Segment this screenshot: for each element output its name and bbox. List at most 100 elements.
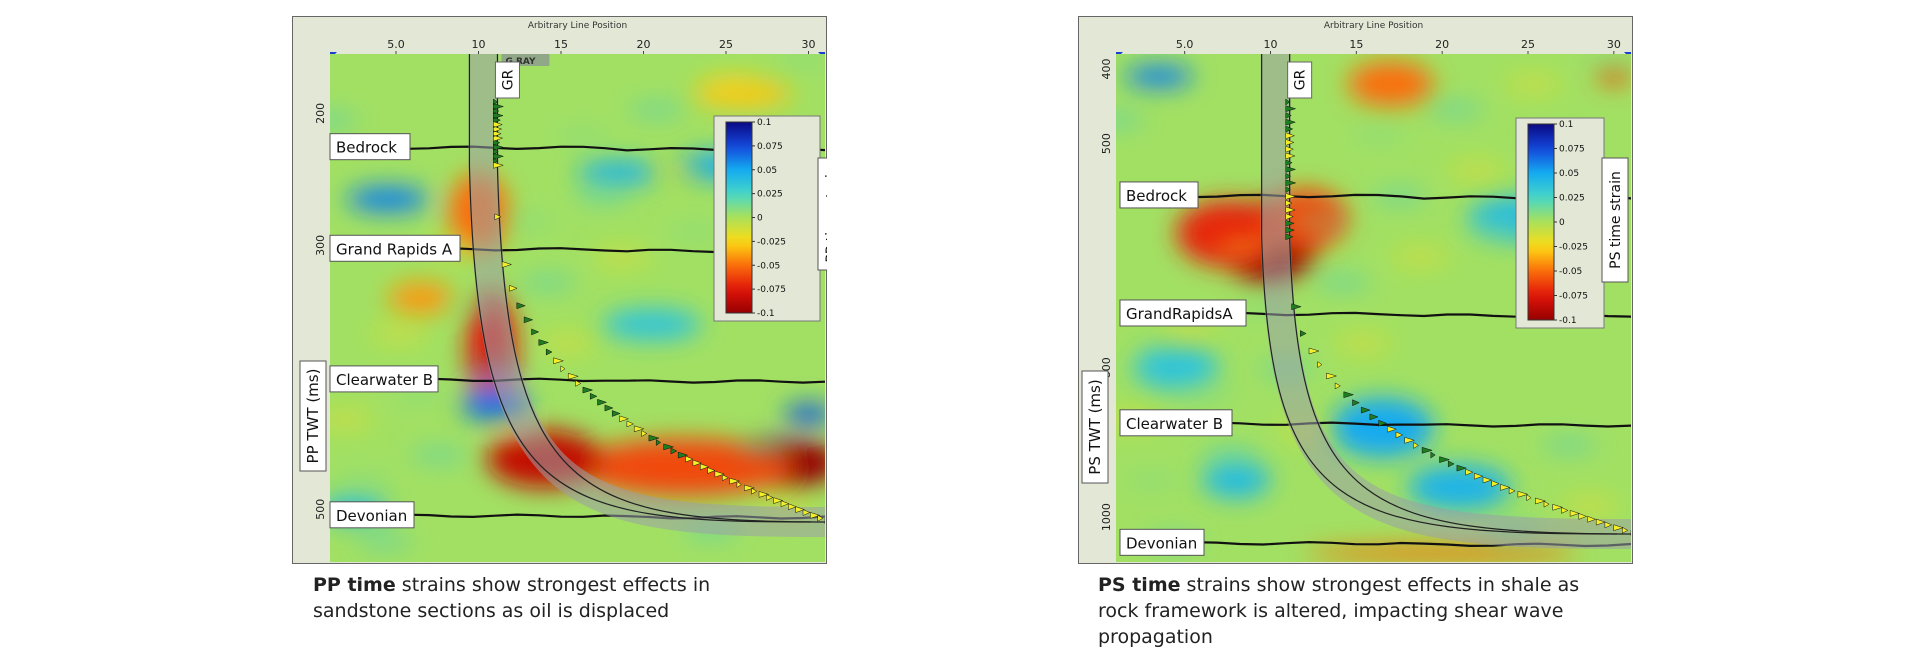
pp-texture-blob xyxy=(737,438,794,453)
ps-texture-blob xyxy=(1427,102,1484,117)
ps-texture-blob xyxy=(1201,448,1258,463)
ps-texture-blob xyxy=(1294,214,1350,229)
pp-x-tick-label: 10 xyxy=(472,38,486,51)
ps-x-tick-label: 20 xyxy=(1435,38,1449,51)
pp-ylabel-box xyxy=(299,360,327,472)
ps-colorbar-gradient xyxy=(1527,123,1555,321)
ps-gr-log-shale xyxy=(1285,98,1468,472)
pp-texture-blob xyxy=(702,77,759,92)
pp-texture-blob xyxy=(668,224,725,239)
pp-texture-blob xyxy=(500,214,556,229)
pp-texture-blob xyxy=(777,54,825,67)
ps-anomaly xyxy=(1330,397,1434,458)
pp-texture-blob xyxy=(330,113,358,128)
ps-colorbar-label: PS time strain xyxy=(1608,171,1624,269)
ps-texture-blob xyxy=(1350,128,1407,143)
ps-texture-blob xyxy=(1561,499,1618,514)
ps-anomaly xyxy=(1124,65,1194,88)
ps-colorbar-tick-label: 0 xyxy=(1559,218,1565,228)
ps-y-tick-label: 400 xyxy=(1100,58,1113,79)
pp-caption-bold: PP time xyxy=(313,574,396,596)
pp-strain-chart: Arbitrary Line Position 5.0 10 15 20 25 30 G RA… xyxy=(292,16,827,564)
pp-horizon-label: Clearwater B xyxy=(336,371,433,389)
ps-texture-blob xyxy=(1160,326,1217,341)
ps-colorbar-tick-label: 0.025 xyxy=(1559,194,1585,204)
ps-x-tick-label: 15 xyxy=(1349,38,1363,51)
pp-anomaly xyxy=(387,282,454,314)
pp-texture-blob xyxy=(539,336,596,351)
pp-colorbar-tick-label: 0.05 xyxy=(757,166,777,176)
ps-x-tick-label: 10 xyxy=(1264,38,1278,51)
pp-y-tick-label: 500 xyxy=(314,499,327,520)
ps-colorbar-tick-label: 0.05 xyxy=(1559,169,1579,179)
pp-anomaly xyxy=(577,160,660,185)
ps-texture-blob xyxy=(1335,336,1392,351)
ps-strain-chart: Arbitrary Line Position 5.0 10 15 20 25 30 GR Be… xyxy=(1078,16,1633,564)
ps-gr-label-box xyxy=(1287,61,1313,99)
pp-x-tick-label: 25 xyxy=(719,38,733,51)
pp-colorbar-tick-label: -0.1 xyxy=(757,309,775,319)
pp-y-tick-label: 300 xyxy=(314,235,327,256)
pp-horizon-label-box xyxy=(329,365,439,393)
ps-colorbar-tick-label: -0.025 xyxy=(1559,243,1588,253)
pp-texture-blob xyxy=(648,163,705,178)
ps-horizon-label-box xyxy=(1119,181,1199,209)
ps-texture-blob xyxy=(1180,387,1237,402)
pp-colorbar-tick-label: -0.05 xyxy=(757,261,780,271)
ps-well-edge-right xyxy=(1289,54,1631,535)
ps-texture-blob xyxy=(1469,224,1526,239)
pp-y-tick-label: 200 xyxy=(314,103,327,124)
ps-axis-title: Arbitrary Line Position xyxy=(1324,21,1423,31)
ps-anomaly xyxy=(1407,464,1511,510)
ps-x-tick-label: 5.0 xyxy=(1176,38,1194,51)
pp-x-tick-label: 20 xyxy=(637,38,651,51)
pp-colorbar-tick-label: -0.025 xyxy=(757,237,786,247)
ps-colorbar-tick-label: -0.05 xyxy=(1559,267,1582,277)
pp-anomaly xyxy=(346,185,429,213)
ps-anomaly xyxy=(1347,61,1434,107)
pp-ylabel: PP TWT (ms) xyxy=(304,369,322,464)
pp-horizon-line xyxy=(384,377,825,384)
pp-well-band xyxy=(468,54,825,537)
pp-horizon-label-box xyxy=(329,234,461,262)
pp-gr-log-shale xyxy=(493,98,689,459)
pp-x-tick-label: 30 xyxy=(802,38,816,51)
ps-colorbar-tick-label: 0.075 xyxy=(1559,145,1585,155)
pp-axis-title: Arbitrary Line Position xyxy=(528,21,627,31)
pp-colorbar-gradient xyxy=(725,121,753,314)
ps-horizon-label-box xyxy=(1119,409,1233,437)
ps-horizon-line xyxy=(1170,421,1631,428)
ps-texture-blob xyxy=(1116,113,1144,128)
pp-x-tick-label: 15 xyxy=(554,38,568,51)
ps-caption-rest: strains show strongest effects in shale … xyxy=(1180,574,1580,596)
ps-texture-blob xyxy=(1216,240,1273,255)
pp-texture-blob xyxy=(336,473,393,488)
pp-well-overlay-text: G RAY xyxy=(505,57,536,67)
ps-colorbar-tick-label: -0.075 xyxy=(1559,292,1588,302)
pp-colorbar-label: PP time strain xyxy=(824,165,827,262)
ps-colorbar-tick-label: -0.1 xyxy=(1559,316,1577,326)
ps-anomaly xyxy=(1596,68,1631,84)
ps-texture-blob xyxy=(1505,77,1562,92)
ps-texture-blob xyxy=(1314,275,1371,290)
pp-texture-blob xyxy=(554,128,611,143)
ps-colorbar-label-box xyxy=(1601,157,1629,283)
ps-x-tick-label: 30 xyxy=(1607,38,1621,51)
ps-anomaly xyxy=(1201,461,1271,499)
ps-caption-line3: propagation xyxy=(1098,626,1213,648)
pp-colorbar-label-box xyxy=(817,157,827,271)
ps-texture-blob xyxy=(1391,250,1448,265)
ps-y-tick-label: 500 xyxy=(1100,133,1113,154)
ps-caption-bold: PS time xyxy=(1098,574,1181,596)
pp-colorbar-tick-label: -0.075 xyxy=(757,285,786,295)
pp-horizon-label-box xyxy=(329,501,415,529)
pp-horizon-label: Grand Rapids A xyxy=(336,240,453,258)
ps-well-edge-left xyxy=(1261,54,1618,535)
ps-ylabel: PS TWT (ms) xyxy=(1086,379,1104,474)
ps-horizon-label: Devonian xyxy=(1126,534,1197,552)
pp-texture-blob xyxy=(594,250,651,265)
ps-texture-blob xyxy=(1541,438,1598,453)
ps-texture-blob xyxy=(1124,473,1181,488)
pp-texture-blob xyxy=(356,534,413,549)
ps-heatmap-texture xyxy=(1116,54,1631,549)
